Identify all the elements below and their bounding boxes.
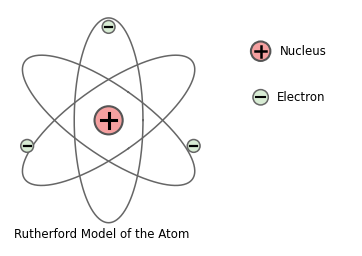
Ellipse shape [251, 41, 270, 61]
Ellipse shape [94, 106, 123, 134]
Text: Rutherford Model of the Atom: Rutherford Model of the Atom [14, 228, 190, 241]
Text: Electron: Electron [277, 91, 326, 104]
Ellipse shape [187, 140, 200, 152]
Ellipse shape [21, 140, 34, 152]
Ellipse shape [253, 90, 268, 105]
Text: Nucleus: Nucleus [279, 45, 326, 58]
Ellipse shape [102, 20, 115, 33]
